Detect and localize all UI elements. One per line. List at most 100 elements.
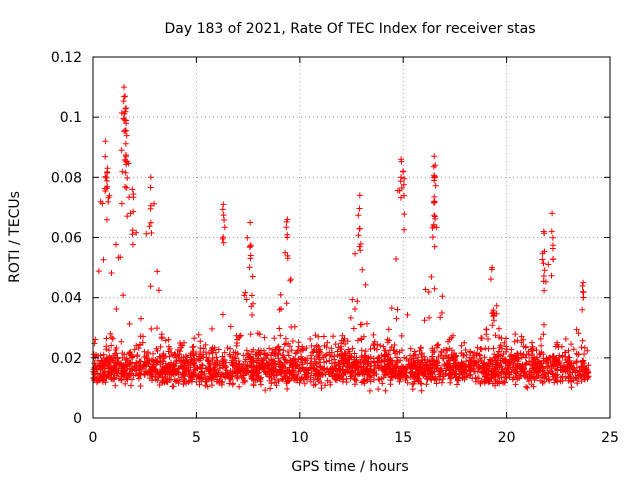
data-point [398, 158, 405, 165]
data-point [548, 272, 555, 279]
data-point [247, 242, 254, 249]
data-point [173, 357, 180, 364]
data-point [573, 358, 580, 365]
data-point [219, 206, 226, 213]
data-point [281, 341, 288, 348]
data-point [151, 367, 158, 374]
data-point [420, 372, 427, 379]
data-point [520, 336, 527, 343]
data-point [220, 239, 227, 246]
data-point [94, 371, 101, 377]
data-point [478, 346, 485, 353]
data-point [118, 338, 125, 345]
data-point [283, 300, 290, 307]
data-point [147, 283, 154, 290]
data-point [198, 371, 205, 378]
data-point [437, 314, 444, 321]
data-point [505, 371, 511, 377]
data-point [102, 173, 109, 180]
data-point [253, 372, 260, 379]
data-point [181, 371, 188, 378]
data-point [230, 380, 236, 387]
data-point [272, 350, 279, 357]
data-point [288, 347, 295, 354]
data-point [537, 335, 544, 342]
data-point [486, 356, 493, 363]
data-point [114, 360, 121, 367]
data-point [121, 363, 128, 370]
data-point [454, 381, 460, 388]
data-point [524, 384, 531, 391]
data-point [483, 331, 490, 338]
data-point [562, 357, 569, 363]
data-point [120, 373, 127, 380]
data-point [370, 331, 377, 338]
data-point [392, 350, 399, 357]
data-point [294, 362, 301, 369]
data-point [548, 228, 555, 235]
data-point [284, 378, 291, 385]
data-point [411, 348, 418, 355]
data-point [343, 360, 350, 367]
data-point [362, 348, 369, 355]
data-point [501, 379, 508, 386]
data-point [363, 320, 370, 327]
data-point [580, 294, 587, 301]
data-point [103, 177, 110, 184]
data-point [382, 366, 389, 373]
data-point [549, 353, 556, 360]
data-point [202, 382, 209, 389]
data-point [110, 375, 117, 381]
data-point [540, 365, 547, 372]
data-point [435, 353, 442, 360]
data-point [554, 362, 561, 369]
data-point [432, 182, 439, 189]
data-point [511, 338, 518, 345]
data-point [163, 369, 170, 375]
data-point [456, 362, 463, 369]
data-point [388, 374, 395, 381]
data-point [156, 353, 163, 360]
data-point [284, 366, 291, 373]
data-point [394, 358, 401, 365]
data-point [165, 336, 172, 343]
data-point [522, 344, 529, 351]
data-point [284, 385, 291, 392]
data-point [465, 364, 472, 371]
data-point [255, 349, 262, 356]
data-point [549, 234, 556, 241]
data-point [199, 362, 206, 369]
data-point [539, 368, 546, 375]
data-point [120, 98, 127, 105]
data-point [263, 369, 270, 376]
data-point [271, 335, 278, 342]
data-point [351, 350, 358, 357]
data-point [472, 378, 479, 385]
data-point [540, 355, 547, 362]
data-point [535, 372, 542, 379]
data-point [428, 273, 435, 280]
data-point [332, 341, 339, 348]
data-point [431, 174, 438, 181]
data-point [102, 188, 109, 194]
data-point [294, 373, 301, 380]
data-point [580, 360, 587, 367]
data-point [443, 365, 450, 372]
data-point [435, 341, 442, 348]
data-point [413, 373, 420, 380]
data-point [248, 292, 255, 299]
data-point [418, 350, 425, 357]
data-point [514, 337, 521, 344]
data-point [141, 361, 148, 368]
data-point [303, 345, 310, 351]
data-point [122, 127, 129, 134]
data-point [115, 367, 122, 374]
data-point [301, 380, 308, 387]
data-point [241, 377, 248, 384]
data-point [118, 200, 125, 207]
data-point [215, 369, 222, 376]
data-point [154, 268, 161, 275]
data-point [130, 194, 137, 201]
data-point [107, 330, 114, 337]
data-point [459, 361, 466, 368]
